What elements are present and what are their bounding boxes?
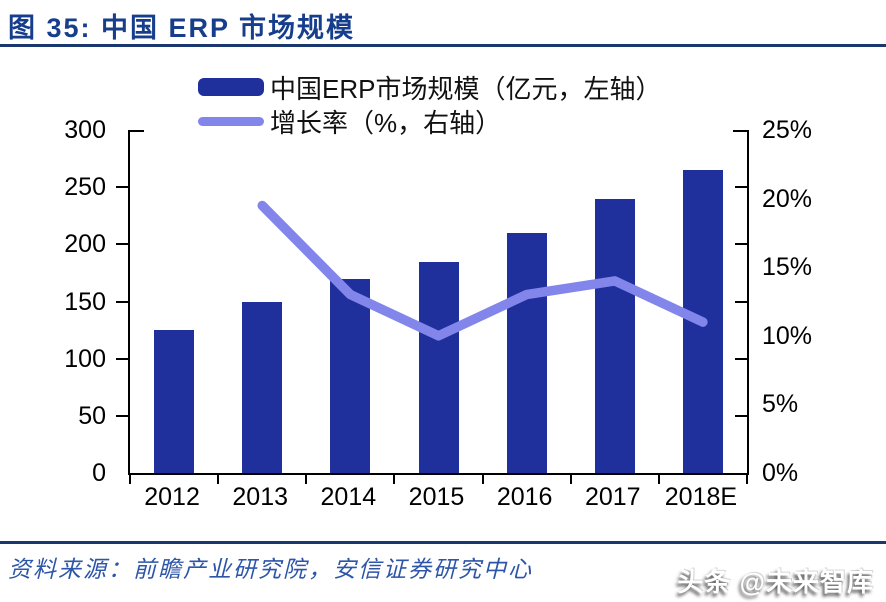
right-axis-tick — [735, 243, 747, 246]
bar-2016 — [506, 232, 547, 473]
legend-item-market-size: 中国ERP市场规模（亿元，左轴） — [198, 70, 661, 104]
x-axis-tick — [393, 475, 396, 484]
right-axis-tick — [735, 357, 747, 360]
bar-2017 — [594, 198, 635, 473]
right-axis-top-cap — [733, 130, 747, 132]
right-axis-label-0%: 0% — [762, 459, 799, 487]
left-axis-tick — [116, 186, 128, 189]
bar-2013 — [242, 301, 283, 473]
right-axis-label-25%: 25% — [762, 116, 813, 144]
legend-item-growth-rate: 增长率（%，右轴） — [198, 104, 661, 138]
x-axis-tick — [129, 475, 131, 484]
title-divider — [0, 44, 886, 47]
legend-bar-swatch — [198, 78, 264, 96]
x-axis-label-2013: 2013 — [232, 483, 289, 511]
x-axis-tick — [481, 475, 484, 484]
right-axis-label-5%: 5% — [762, 390, 799, 419]
right-axis-tick — [735, 300, 747, 303]
legend-line-label: 增长率（%，右轴） — [270, 107, 502, 138]
bar-2015 — [418, 261, 459, 473]
x-axis-tick — [305, 475, 308, 484]
bar-2014 — [330, 278, 371, 473]
bar-2012 — [154, 330, 195, 473]
left-axis-label-200: 200 — [64, 230, 106, 259]
left-axis-label-0: 0 — [92, 459, 106, 487]
left-axis-label-250: 250 — [64, 173, 106, 202]
left-axis-tick — [116, 243, 128, 246]
watermark: 头条 @未来智库 — [677, 567, 874, 597]
right-axis-label-20%: 20% — [762, 184, 813, 213]
x-axis-label-2014: 2014 — [320, 483, 377, 511]
x-axis-tick — [569, 475, 572, 484]
growth-rate-line — [257, 200, 708, 341]
right-axis-tick — [735, 186, 747, 189]
x-axis-label-2017: 2017 — [584, 483, 641, 511]
chart-legend: 中国ERP市场规模（亿元，左轴） 增长率（%，右轴） — [198, 70, 661, 138]
left-axis-label-100: 100 — [64, 344, 106, 373]
x-axis-tick — [746, 475, 748, 484]
right-axis-tick — [735, 414, 747, 417]
left-axis-tick — [116, 357, 128, 360]
left-axis-tick — [116, 414, 128, 417]
legend-bar-label: 中国ERP市场规模（亿元，左轴） — [270, 73, 662, 104]
x-axis-label-2012: 2012 — [144, 483, 200, 511]
figure-title: 图 35: 中国 ERP 市场规模 — [8, 13, 356, 43]
footer-divider — [0, 541, 886, 544]
x-axis-tick — [217, 475, 220, 484]
left-axis-label-50: 50 — [78, 401, 106, 430]
x-axis-labels: 2012 2013 2014 2015 2016 2017 2018E — [128, 482, 745, 512]
plot-area — [116, 130, 749, 484]
x-axis-label-2015: 2015 — [408, 483, 465, 511]
legend-line-swatch — [198, 116, 264, 126]
left-axis-label-300: 300 — [64, 116, 106, 144]
right-axis-label-10%: 10% — [762, 321, 813, 350]
x-axis-label-2018E: 2018E — [664, 483, 738, 511]
right-axis-label-15%: 15% — [762, 253, 813, 282]
left-axis-tick — [116, 300, 128, 303]
left-axis-label-150: 150 — [64, 287, 106, 316]
source-note: 资料来源：前瞻产业研究院，安信证券研究中心 — [8, 557, 533, 583]
x-axis-label-2016: 2016 — [496, 483, 553, 511]
left-axis-top-cap — [130, 130, 144, 132]
x-axis-tick — [657, 475, 660, 484]
